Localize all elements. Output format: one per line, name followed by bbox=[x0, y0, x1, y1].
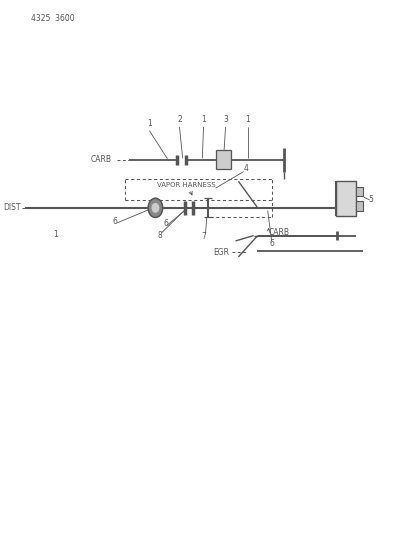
Text: 4325  3600: 4325 3600 bbox=[31, 14, 75, 23]
Text: CARB: CARB bbox=[90, 156, 111, 164]
Text: 5: 5 bbox=[369, 196, 374, 204]
Bar bbox=[336, 181, 356, 216]
Text: 8: 8 bbox=[157, 231, 162, 240]
Text: 1: 1 bbox=[245, 116, 250, 124]
Text: 6: 6 bbox=[113, 217, 118, 225]
Text: 1: 1 bbox=[53, 230, 58, 239]
Text: CARB: CARB bbox=[269, 229, 290, 237]
Text: DIST: DIST bbox=[3, 204, 20, 212]
Text: 7: 7 bbox=[201, 232, 206, 241]
Text: 4: 4 bbox=[243, 165, 248, 173]
Text: VAPOR HARNESS: VAPOR HARNESS bbox=[157, 182, 216, 189]
Text: 6: 6 bbox=[269, 239, 274, 248]
Text: 1: 1 bbox=[201, 116, 206, 124]
Circle shape bbox=[152, 204, 159, 212]
Circle shape bbox=[148, 198, 163, 217]
Text: EGR: EGR bbox=[213, 248, 230, 256]
Bar bbox=[356, 187, 363, 196]
Text: 3: 3 bbox=[223, 116, 228, 124]
Text: 2: 2 bbox=[177, 116, 182, 124]
Text: 1: 1 bbox=[147, 119, 152, 128]
Bar bbox=[215, 150, 231, 169]
Bar bbox=[356, 201, 363, 211]
Text: 6: 6 bbox=[163, 219, 168, 228]
